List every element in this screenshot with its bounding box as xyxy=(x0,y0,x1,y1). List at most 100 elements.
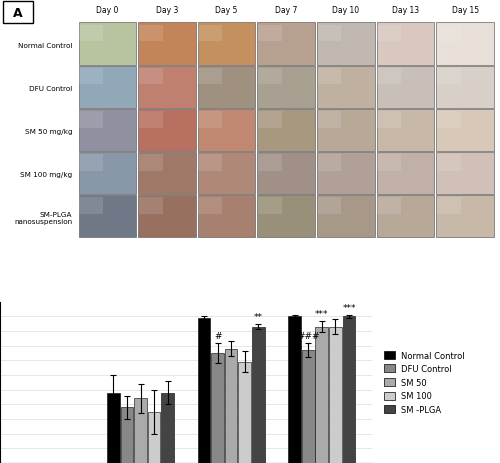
Bar xyxy=(437,198,460,214)
Bar xyxy=(258,112,282,128)
Bar xyxy=(138,112,162,128)
Bar xyxy=(238,362,251,463)
Bar xyxy=(258,198,282,214)
Bar xyxy=(138,195,196,238)
Text: ***: *** xyxy=(342,303,355,312)
Bar xyxy=(78,152,136,194)
Bar xyxy=(78,24,136,65)
Bar xyxy=(436,66,494,108)
Text: SM-PLGA
nanosuspension: SM-PLGA nanosuspension xyxy=(14,211,72,224)
Bar xyxy=(377,69,401,85)
FancyBboxPatch shape xyxy=(2,2,32,24)
Text: Day 3: Day 3 xyxy=(156,6,178,15)
Bar xyxy=(78,66,136,108)
Bar xyxy=(138,66,196,108)
Bar xyxy=(437,155,460,171)
Text: Day 15: Day 15 xyxy=(452,6,478,15)
Bar xyxy=(198,24,256,65)
Text: **: ** xyxy=(254,312,263,321)
Bar xyxy=(288,317,301,463)
Bar xyxy=(318,69,342,85)
Bar xyxy=(316,327,328,463)
Bar xyxy=(198,66,256,108)
Bar xyxy=(198,198,222,214)
Text: SM 100 mg/kg: SM 100 mg/kg xyxy=(20,172,72,178)
Bar xyxy=(211,353,224,463)
Bar xyxy=(318,112,342,128)
Bar xyxy=(258,66,315,108)
Text: Normal Control: Normal Control xyxy=(18,43,72,49)
Bar xyxy=(138,26,162,42)
Bar xyxy=(317,109,374,151)
Text: DFU Control: DFU Control xyxy=(29,86,72,92)
Bar xyxy=(377,155,401,171)
Bar xyxy=(258,109,315,151)
Bar xyxy=(436,24,494,65)
Text: Day 0: Day 0 xyxy=(96,6,118,15)
Bar xyxy=(376,152,434,194)
Bar xyxy=(198,69,222,85)
Bar xyxy=(329,327,342,463)
Bar xyxy=(436,195,494,238)
Bar xyxy=(138,69,162,85)
Bar xyxy=(198,26,222,42)
Bar xyxy=(79,69,103,85)
Bar xyxy=(318,198,342,214)
Bar xyxy=(252,327,264,463)
Text: Day 5: Day 5 xyxy=(216,6,238,15)
Bar xyxy=(79,198,103,214)
Bar xyxy=(258,26,282,42)
Bar xyxy=(376,24,434,65)
Legend: Normal Control, DFU Control, SM 50, SM 100, SM -PLGA: Normal Control, DFU Control, SM 50, SM 1… xyxy=(382,349,466,416)
Bar xyxy=(107,393,120,463)
Bar xyxy=(138,109,196,151)
Bar xyxy=(318,155,342,171)
Text: Day 13: Day 13 xyxy=(392,6,419,15)
Bar xyxy=(302,350,314,463)
Bar xyxy=(376,66,434,108)
Bar xyxy=(198,112,222,128)
Text: A: A xyxy=(12,7,22,20)
Bar xyxy=(138,155,162,171)
Bar xyxy=(79,155,103,171)
Bar xyxy=(377,198,401,214)
Bar xyxy=(79,112,103,128)
Text: SM 50 mg/kg: SM 50 mg/kg xyxy=(25,129,72,135)
Bar xyxy=(317,66,374,108)
Bar xyxy=(317,24,374,65)
Bar xyxy=(437,112,460,128)
Bar xyxy=(317,195,374,238)
Bar xyxy=(79,26,103,42)
Bar xyxy=(162,393,174,463)
Bar xyxy=(198,152,256,194)
Bar xyxy=(377,112,401,128)
Bar xyxy=(258,152,315,194)
Bar xyxy=(258,155,282,171)
Text: #: # xyxy=(214,331,222,340)
Text: Day 7: Day 7 xyxy=(275,6,297,15)
Bar xyxy=(138,24,196,65)
Bar xyxy=(258,24,315,65)
Bar xyxy=(258,69,282,85)
Bar xyxy=(198,318,210,463)
Bar xyxy=(198,155,222,171)
Bar xyxy=(134,399,147,463)
Bar xyxy=(78,195,136,238)
Bar xyxy=(377,26,401,42)
Text: ###: ### xyxy=(297,331,320,340)
Bar xyxy=(317,152,374,194)
Bar xyxy=(198,109,256,151)
Bar xyxy=(198,195,256,238)
Bar xyxy=(138,152,196,194)
Bar xyxy=(436,109,494,151)
Bar xyxy=(148,412,160,463)
Text: ***: *** xyxy=(315,309,328,318)
Bar xyxy=(78,109,136,151)
Bar xyxy=(225,349,237,463)
Bar xyxy=(437,26,460,42)
Bar xyxy=(436,152,494,194)
Bar xyxy=(376,109,434,151)
Bar xyxy=(318,26,342,42)
Text: Day 10: Day 10 xyxy=(332,6,359,15)
Bar xyxy=(342,317,355,463)
